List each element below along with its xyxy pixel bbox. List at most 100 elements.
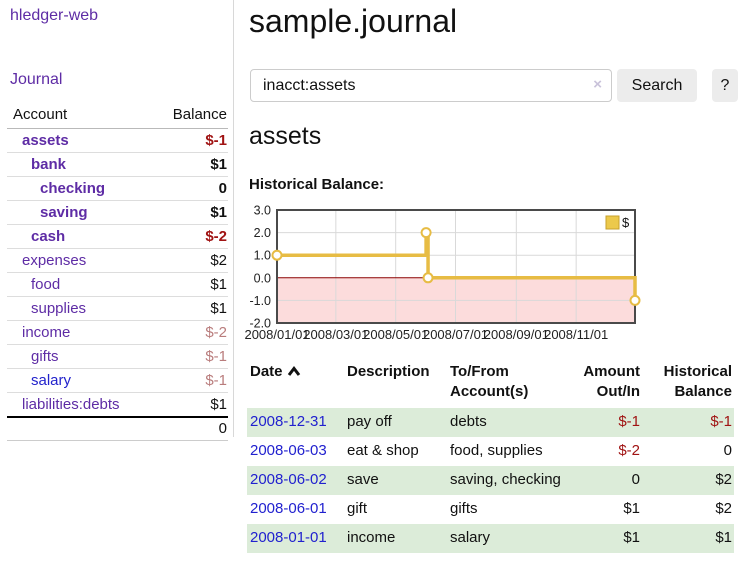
- account-link[interactable]: assets: [22, 132, 69, 149]
- register-date-cell: 2008-06-02: [247, 466, 344, 495]
- accounts-total-value: 0: [150, 416, 228, 441]
- register-header-amount: Amount Out/In: [583, 363, 640, 400]
- chart-y-tick-label: 2.0: [254, 226, 271, 240]
- account-link[interactable]: income: [22, 324, 71, 341]
- account-cell: liabilities:debts: [7, 392, 151, 418]
- account-link[interactable]: liabilities:debts: [22, 396, 120, 413]
- account-balance: $-1: [150, 368, 228, 393]
- register-description-cell: save: [344, 466, 447, 495]
- account-link[interactable]: bank: [31, 156, 67, 173]
- register-accounts-cell: food, supplies: [450, 442, 543, 459]
- account-row: cash $-2: [7, 224, 228, 249]
- accounts-header-account: Account: [7, 103, 151, 129]
- account-balance: $1: [150, 296, 228, 321]
- register-amount-cell: $-1: [564, 408, 642, 437]
- chart-data-marker: [420, 227, 432, 239]
- balance-chart: 3.0 2.0 1.0 0.0 -1.0 -2.0 2008/01/01 2008/03/01…: [244, 201, 742, 349]
- account-balance: $-1: [150, 344, 228, 369]
- register-description-cell: gift: [347, 500, 368, 517]
- account-link[interactable]: checking: [40, 180, 106, 197]
- register-amount-cell: $1: [623, 500, 640, 517]
- register-balance-cell: 0: [723, 442, 732, 459]
- chart-x-tick-label: 2008/07/01: [423, 327, 488, 342]
- register-row: 2008-12-31 pay off debts $-1 $-1: [247, 408, 734, 437]
- register-row: 2008-06-03 eat & shop food, supplies $-2 0: [247, 437, 734, 466]
- chart-y-tick-label: 3.0: [254, 204, 271, 218]
- account-cell: checking: [7, 176, 151, 201]
- chart-x-tick-label: 2008/01/01: [244, 327, 309, 342]
- account-cell: supplies: [7, 296, 151, 321]
- account-link[interactable]: expenses: [22, 252, 87, 269]
- account-cell: salary: [7, 368, 151, 393]
- chart-x-tick-label: 2008/09/01: [484, 327, 549, 342]
- account-balance: $1: [150, 392, 228, 418]
- account-row: salary $-1: [7, 368, 228, 393]
- register-accounts-cell: saving, checking: [447, 466, 564, 495]
- brand-link[interactable]: hledger-web: [10, 7, 99, 24]
- account-link[interactable]: food: [31, 276, 61, 293]
- chart-data-marker: [271, 249, 283, 261]
- account-cell: saving: [7, 200, 151, 225]
- account-row: assets $-1: [7, 128, 228, 153]
- search-bar: ×: [250, 69, 612, 102]
- account-row: expenses $2: [7, 248, 228, 273]
- account-balance: $-1: [150, 128, 228, 153]
- chart-x-tick-label: 2008/05/01: [363, 327, 428, 342]
- chart-y-tick-label: 0.0: [254, 271, 271, 285]
- chart-x-tick-label: 2008/03/01: [303, 327, 368, 342]
- account-link[interactable]: cash: [31, 228, 66, 245]
- register-date-cell: 2008-01-01: [247, 524, 344, 553]
- chart-x-tick-label: 2008/11/01: [544, 327, 608, 342]
- accounts-header-balance: Balance: [150, 103, 228, 129]
- account-cell: income: [7, 320, 151, 345]
- register-date-link[interactable]: 2008-01-01: [250, 529, 327, 546]
- account-heading: assets: [249, 122, 322, 150]
- account-row: liabilities:debts $1: [7, 392, 228, 418]
- chart-legend-swatch: [605, 215, 620, 230]
- search-input[interactable]: [250, 69, 612, 102]
- account-row: bank $1: [7, 152, 228, 177]
- accounts-total-row: 0: [7, 416, 228, 441]
- account-cell: assets: [7, 128, 151, 153]
- register-header-date[interactable]: Date: [247, 360, 344, 408]
- register-balance-cell: $2: [642, 466, 734, 495]
- account-cell: bank: [7, 152, 151, 177]
- account-balance: 0: [150, 176, 228, 201]
- account-balance: $1: [150, 152, 228, 177]
- account-row: checking 0: [7, 176, 228, 201]
- account-link[interactable]: saving: [40, 204, 88, 221]
- help-button[interactable]: ?: [712, 69, 738, 102]
- account-link[interactable]: gifts: [31, 348, 59, 365]
- accounts-total-spacer: [7, 416, 151, 441]
- register-date-link[interactable]: 2008-06-03: [250, 442, 327, 459]
- chart-plot-border: [276, 209, 636, 324]
- register-description-cell: income: [344, 524, 447, 553]
- register-amount-cell: $-2: [618, 442, 640, 459]
- account-cell: expenses: [7, 248, 151, 273]
- register-header-description: Description: [347, 363, 430, 380]
- chart-legend-label: $: [622, 215, 630, 230]
- account-link[interactable]: salary: [31, 372, 72, 389]
- register-header-accounts: To/From Account(s): [450, 363, 529, 400]
- register-date-link[interactable]: 2008-06-02: [250, 471, 327, 488]
- sidebar-item-journal[interactable]: Journal: [10, 71, 63, 88]
- account-balance: $1: [150, 272, 228, 297]
- register-date-cell: 2008-12-31: [247, 408, 344, 437]
- clear-search-icon[interactable]: ×: [593, 76, 602, 93]
- account-row: supplies $1: [7, 296, 228, 321]
- account-row: income $-2: [7, 320, 228, 345]
- account-link[interactable]: supplies: [31, 300, 87, 317]
- account-balance: $1: [150, 200, 228, 225]
- register-amount-cell: $1: [564, 524, 642, 553]
- register-date-cell: 2008-06-03: [247, 437, 344, 466]
- account-row: saving $1: [7, 200, 228, 225]
- chart-y-tick-label: -1.0: [249, 294, 271, 308]
- register-date-link[interactable]: 2008-06-01: [250, 500, 327, 517]
- search-button[interactable]: Search: [617, 69, 697, 102]
- register-header-balance: Historical Balance: [663, 363, 732, 400]
- register-accounts-cell: salary: [447, 524, 564, 553]
- account-balance: $-2: [150, 224, 228, 249]
- register-date-cell: 2008-06-01: [247, 495, 344, 524]
- register-date-link[interactable]: 2008-12-31: [250, 413, 327, 430]
- account-balance: $2: [150, 248, 228, 273]
